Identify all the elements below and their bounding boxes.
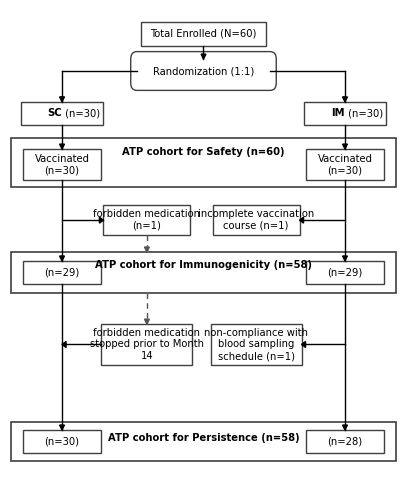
FancyBboxPatch shape xyxy=(23,149,101,180)
Text: (n=29): (n=29) xyxy=(327,268,363,278)
FancyBboxPatch shape xyxy=(131,52,276,90)
Text: incomplete vaccination
course (n=1): incomplete vaccination course (n=1) xyxy=(198,210,314,231)
FancyBboxPatch shape xyxy=(23,430,101,453)
Text: SC (n=30): SC (n=30) xyxy=(36,108,88,118)
Text: (n=30): (n=30) xyxy=(346,108,383,118)
Text: Total Enrolled (N=60): Total Enrolled (N=60) xyxy=(150,28,257,38)
Polygon shape xyxy=(144,247,149,252)
FancyBboxPatch shape xyxy=(23,261,101,284)
FancyBboxPatch shape xyxy=(306,430,384,453)
FancyBboxPatch shape xyxy=(21,102,103,124)
Polygon shape xyxy=(343,256,348,261)
Text: Vaccinated
(n=30): Vaccinated (n=30) xyxy=(35,154,90,176)
Polygon shape xyxy=(343,425,348,430)
Polygon shape xyxy=(59,256,64,261)
Polygon shape xyxy=(201,54,206,59)
Polygon shape xyxy=(302,342,306,347)
Polygon shape xyxy=(300,217,304,223)
Text: ATP cohort for Immunogenicity (n=58): ATP cohort for Immunogenicity (n=58) xyxy=(95,260,312,270)
Text: IM (n=30): IM (n=30) xyxy=(320,108,370,118)
Polygon shape xyxy=(59,97,64,102)
Text: (n=28): (n=28) xyxy=(327,436,363,446)
Text: SC: SC xyxy=(47,108,61,118)
Text: Vaccinated
(n=30): Vaccinated (n=30) xyxy=(317,154,372,176)
Text: forbidden medication
stopped prior to Month
14: forbidden medication stopped prior to Mo… xyxy=(90,328,204,361)
Text: non-compliance with
blood sampling
schedule (n=1): non-compliance with blood sampling sched… xyxy=(204,328,308,361)
Polygon shape xyxy=(99,217,103,223)
FancyBboxPatch shape xyxy=(11,252,396,293)
Text: ATP cohort for Safety (n=60): ATP cohort for Safety (n=60) xyxy=(122,146,285,156)
Polygon shape xyxy=(59,144,64,149)
Polygon shape xyxy=(59,425,64,430)
Polygon shape xyxy=(343,144,348,149)
FancyBboxPatch shape xyxy=(11,422,396,461)
FancyBboxPatch shape xyxy=(210,324,302,365)
Text: (n=30): (n=30) xyxy=(44,436,79,446)
Text: IM: IM xyxy=(331,108,345,118)
FancyBboxPatch shape xyxy=(141,22,266,46)
FancyBboxPatch shape xyxy=(101,324,193,365)
FancyBboxPatch shape xyxy=(306,261,384,284)
FancyBboxPatch shape xyxy=(306,149,384,180)
Text: Randomization (1:1): Randomization (1:1) xyxy=(153,66,254,76)
Text: ATP cohort for Persistence (n=58): ATP cohort for Persistence (n=58) xyxy=(108,433,299,443)
Text: (n=30): (n=30) xyxy=(62,108,101,118)
Polygon shape xyxy=(144,319,149,324)
Text: forbidden medication
(n=1): forbidden medication (n=1) xyxy=(94,210,200,231)
FancyBboxPatch shape xyxy=(103,205,190,235)
FancyBboxPatch shape xyxy=(304,102,386,124)
FancyBboxPatch shape xyxy=(212,205,300,235)
Text: (n=29): (n=29) xyxy=(44,268,80,278)
Polygon shape xyxy=(343,97,348,102)
FancyBboxPatch shape xyxy=(11,138,396,188)
Polygon shape xyxy=(62,342,66,347)
